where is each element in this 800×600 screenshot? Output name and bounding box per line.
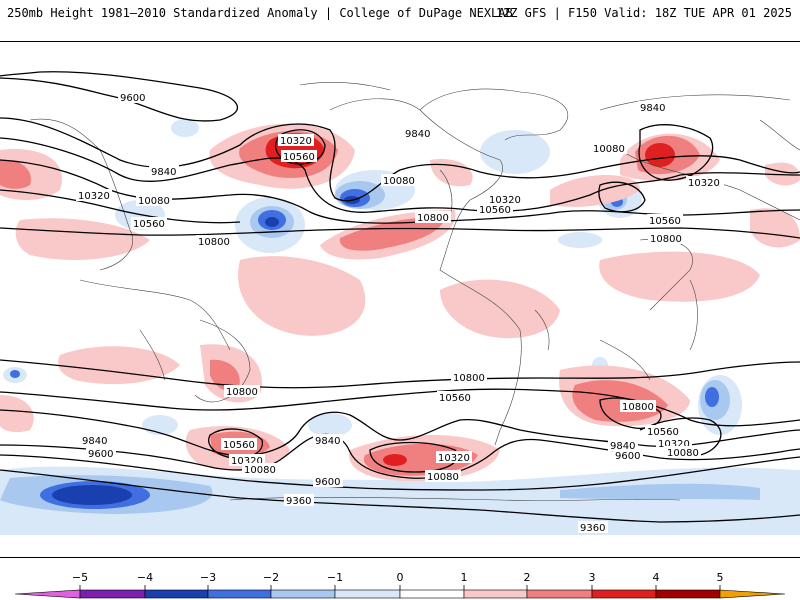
contour-label: 10080 (593, 144, 625, 155)
colorbar-swatch (655, 589, 721, 599)
colorbar-swatch (399, 589, 465, 599)
colorbar-tick-label: 2 (524, 571, 531, 584)
colorbar-swatch (591, 589, 657, 599)
contour-label: 10560 (133, 219, 165, 230)
contour-label: 10320 (280, 136, 312, 147)
contour-label: 10800 (453, 373, 485, 384)
map-frame (0, 41, 800, 558)
contour-label: 9840 (315, 436, 340, 447)
anomaly-map: 9600 9840 10320 10080 10560 10800 10320 … (0, 71, 800, 535)
contour-label: 9840 (405, 129, 430, 140)
colorbar-tick-label: 3 (589, 571, 596, 584)
colorbar-tick-label: −3 (200, 571, 216, 584)
colorbar-swatch (526, 589, 593, 599)
contour-label: 10080 (244, 465, 276, 476)
contour-label: 10800 (417, 213, 449, 224)
colorbar-swatch (719, 589, 786, 599)
contour-label-group: 9600 9840 10320 10080 10560 10800 10320 … (76, 91, 724, 534)
colorbar-tick-label: −4 (137, 571, 153, 584)
contour-label: 10560 (647, 427, 679, 438)
contour-label: 10080 (138, 196, 170, 207)
contour-label: 10560 (649, 216, 681, 227)
contour-label: 10560 (223, 440, 255, 451)
map-title: 250mb Height 1981–2010 Standardized Anom… (7, 6, 513, 20)
contour-label: 9600 (120, 93, 145, 104)
colorbar-tick-label: 5 (717, 571, 724, 584)
colorbar-swatch (14, 589, 81, 599)
contour-label: 9840 (610, 441, 635, 452)
contour-label: 9840 (640, 103, 665, 114)
contour-label: 9600 (88, 449, 113, 460)
colorbar-tick-label: 1 (461, 571, 468, 584)
colorbar-swatch (270, 589, 336, 599)
contour-label: 9600 (315, 477, 340, 488)
contour-label: 9840 (82, 436, 107, 447)
colorbar-tick-label: −2 (263, 571, 279, 584)
contour-label: 10800 (226, 387, 258, 398)
colorbar-tick-labels: −5 −4 −3 −2 −1 0 1 2 3 4 5 (72, 571, 724, 584)
contour-label: 10320 (438, 453, 470, 464)
contour-label: 10320 (231, 456, 263, 467)
contour-label: 9840 (151, 167, 176, 178)
contour-label: 10800 (650, 234, 682, 245)
colorbar-swatch (207, 589, 272, 599)
colorbar-swatch (79, 589, 146, 599)
colorbar-swatches (14, 589, 786, 599)
colorbar-tick-label: 4 (653, 571, 660, 584)
colorbar-ticks (79, 585, 721, 590)
contour-label: 10080 (667, 448, 699, 459)
colorbar-swatch (144, 589, 209, 599)
colorbar-tick-label: −1 (327, 571, 343, 584)
colorbar-tick-label: −5 (72, 571, 88, 584)
contour-label: 9600 (615, 451, 640, 462)
contour-label: 10320 (658, 439, 690, 450)
colorbar-tick-label: 0 (397, 571, 404, 584)
contour-label: 9360 (580, 523, 605, 534)
colorbar-swatch (334, 589, 401, 599)
contour-label: 10320 (489, 195, 521, 206)
contour-label: 10560 (439, 393, 471, 404)
contour-label: 10800 (198, 237, 230, 248)
run-info: 12Z GFS | F150 Valid: 18Z TUE APR 01 202… (495, 6, 792, 20)
contour-label: 10080 (427, 472, 459, 483)
contour-label: 10560 (479, 205, 511, 216)
colorbar-swatch (463, 589, 528, 599)
colorbar: −5 −4 −3 −2 −1 0 1 2 3 4 5 (14, 571, 786, 599)
contour-label: 10320 (688, 178, 720, 189)
contour-label: 10080 (383, 176, 415, 187)
contour-label: 10560 (283, 152, 315, 163)
contour-label: 10320 (78, 191, 110, 202)
height-contours (0, 71, 800, 523)
contour-label: 10800 (622, 402, 654, 413)
contour-label: 9360 (286, 496, 311, 507)
